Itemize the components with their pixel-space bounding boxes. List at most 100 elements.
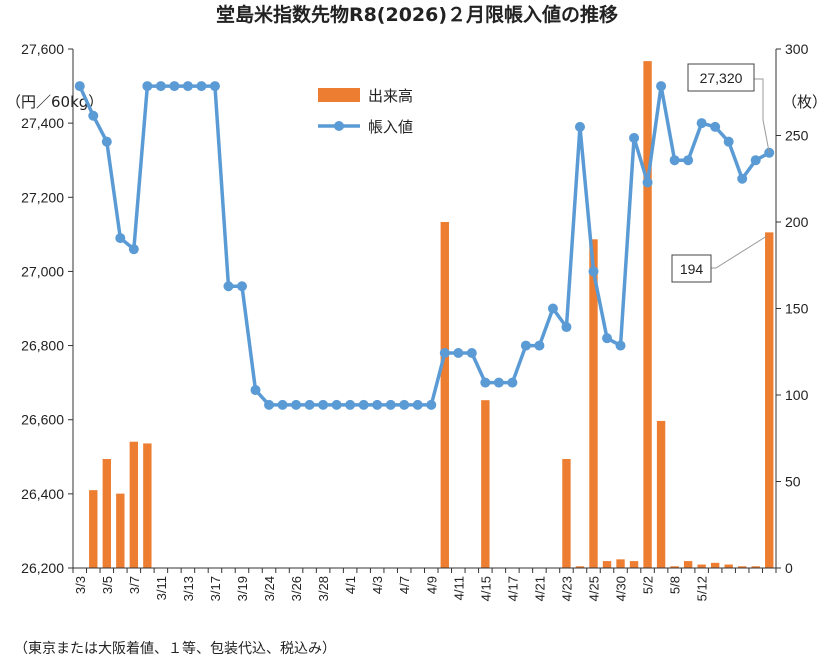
- price-point: [561, 322, 572, 333]
- x-tick-label: 4/17: [505, 576, 520, 601]
- price-callout-leader: [754, 78, 770, 153]
- price-point: [264, 399, 275, 410]
- price-point: [750, 155, 761, 166]
- right-tick-label: 50: [785, 474, 801, 490]
- left-axis-unit: （円／60kg）: [6, 93, 103, 111]
- x-tick-label: 4/30: [614, 576, 629, 601]
- price-point: [88, 110, 99, 121]
- legend-swatch-volume: [318, 88, 360, 102]
- price-point: [223, 281, 234, 292]
- x-tick-label: 4/11: [451, 576, 466, 600]
- right-tick-label: 100: [785, 387, 809, 403]
- left-tick-label: 27,000: [21, 263, 64, 279]
- right-tick-label: 200: [785, 214, 809, 230]
- price-point: [642, 177, 653, 188]
- price-point: [250, 385, 261, 396]
- price-point: [412, 399, 423, 410]
- left-tick-label: 27,400: [21, 115, 64, 131]
- price-point: [155, 81, 166, 92]
- left-tick-label: 27,600: [21, 41, 64, 57]
- volume-bar: [751, 566, 760, 568]
- callouts: 27,320 194: [671, 63, 770, 283]
- price-point: [493, 377, 504, 388]
- x-tick-label: 3/11: [154, 576, 169, 600]
- x-tick-label: 4/25: [586, 576, 601, 601]
- left-tick-label: 26,400: [21, 486, 64, 502]
- price-point: [358, 399, 369, 410]
- price-point: [723, 136, 734, 147]
- x-tick-label: 3/13: [181, 576, 196, 601]
- price-point: [115, 233, 126, 244]
- volume-bars: [89, 61, 774, 569]
- volume-callout-box: [671, 254, 712, 283]
- volume-bar: [116, 493, 125, 568]
- right-tick-label: 0: [785, 560, 793, 576]
- x-tick-label: 4/15: [478, 576, 493, 601]
- price-point: [615, 340, 626, 351]
- price-point: [304, 399, 315, 410]
- price-point: [372, 399, 383, 410]
- footnote: （東京または大阪着値、１等、包装代込、税込み）: [14, 641, 336, 657]
- x-tick-label: 4/1: [343, 576, 358, 594]
- volume-bar: [616, 559, 625, 568]
- volume-bar: [575, 566, 585, 568]
- volume-bar: [129, 441, 139, 568]
- price-point: [169, 81, 180, 92]
- price-point: [696, 118, 707, 129]
- right-tick-label: 150: [785, 301, 809, 317]
- volume-bar: [562, 459, 571, 568]
- volume-bar: [602, 561, 612, 568]
- price-callout-label: 27,320: [700, 70, 743, 86]
- price-point: [331, 399, 342, 410]
- price-point: [520, 340, 531, 351]
- volume-bar: [765, 232, 774, 568]
- price-point: [128, 244, 139, 255]
- price-line: [74, 81, 775, 410]
- volume-bar: [697, 564, 706, 568]
- left-tick-label: 27,200: [21, 189, 64, 205]
- volume-bar: [89, 490, 98, 568]
- volume-bar: [738, 566, 747, 568]
- right-tick-label: 300: [785, 41, 809, 57]
- x-tick-label: 4/7: [397, 576, 412, 594]
- x-tick-label: 3/7: [127, 576, 142, 594]
- price-point: [277, 399, 288, 410]
- left-tick-label: 26,200: [21, 560, 64, 576]
- price-point: [291, 399, 302, 410]
- volume-bar: [724, 564, 733, 568]
- price-point: [385, 399, 396, 410]
- price-point: [182, 81, 193, 92]
- volume-callout-label: 194: [680, 261, 704, 277]
- legend-label-volume: 出来高: [368, 87, 413, 105]
- price-series-line: [78, 84, 771, 407]
- price-point: [318, 399, 329, 410]
- x-tick-label: 4/23: [559, 576, 574, 601]
- price-point: [507, 377, 518, 388]
- volume-bar: [481, 400, 490, 568]
- price-point: [480, 377, 491, 388]
- volume-bar: [683, 561, 693, 568]
- x-tick-label: 3/28: [316, 576, 331, 601]
- volume-bar: [102, 459, 111, 568]
- x-tick-label: 3/24: [262, 576, 277, 601]
- price-point: [656, 81, 667, 92]
- volume-bar: [656, 420, 666, 568]
- price-point: [574, 121, 585, 132]
- right-tick-label: 250: [785, 128, 809, 144]
- price-point: [588, 266, 599, 277]
- legend-marker-price: [334, 121, 344, 131]
- price-point: [547, 303, 558, 314]
- price-point: [426, 399, 437, 410]
- volume-bar: [629, 561, 639, 568]
- price-point: [602, 333, 613, 344]
- price-point: [710, 121, 721, 132]
- x-tick-label: 4/9: [424, 576, 439, 594]
- axes: 26,200 26,400 26,600 26,800 27,000 27,200 27,4…: [21, 41, 808, 601]
- price-point: [629, 132, 640, 143]
- chart-title: 堂島米指数先物R8(2026)２月限帳入値の推移: [216, 3, 618, 26]
- price-point: [737, 173, 748, 184]
- price-point: [669, 155, 680, 166]
- x-tick-label: 4/21: [532, 576, 547, 601]
